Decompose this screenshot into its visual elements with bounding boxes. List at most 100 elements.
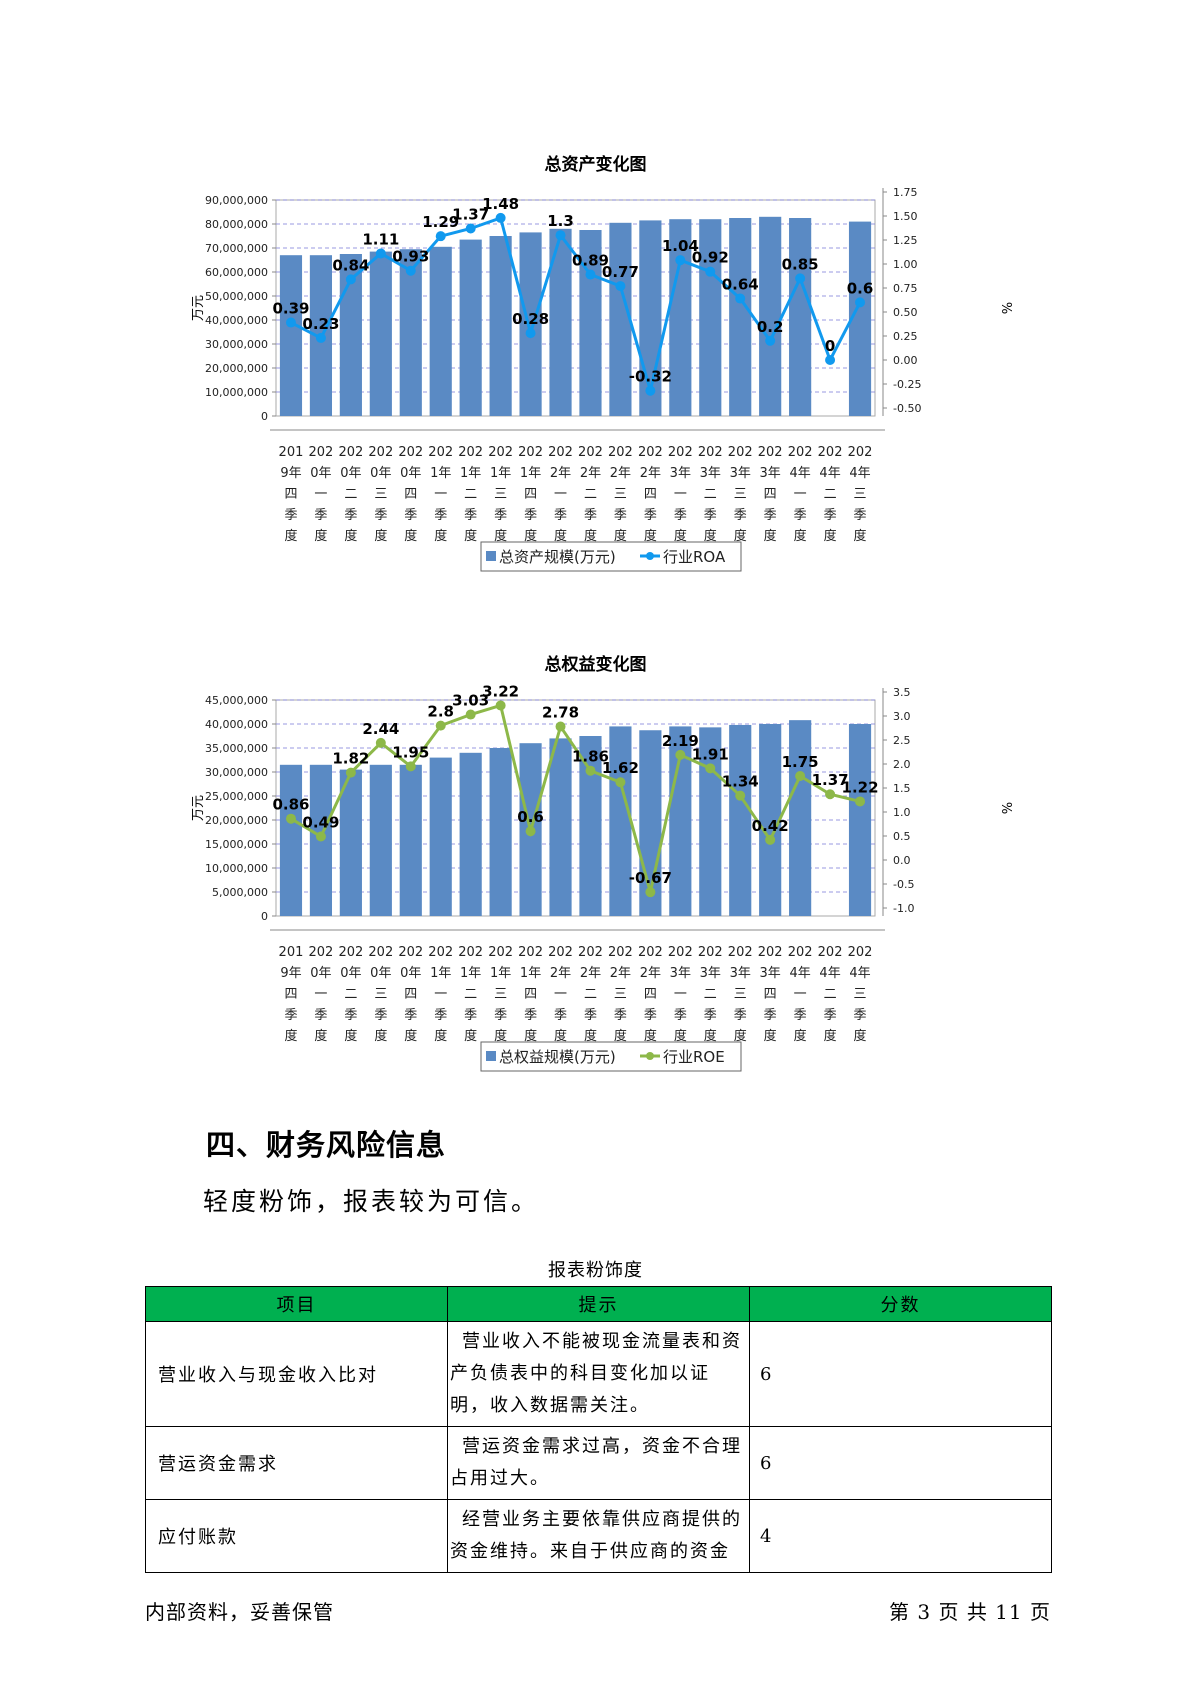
line-point	[525, 328, 536, 339]
table-header-row: 项目 提示 分数	[145, 1286, 1052, 1322]
footer-page-number: 第 3 页 共 11 页	[889, 1600, 1051, 1624]
y-tick-label: 80,000,000	[205, 218, 268, 231]
x-tick-label: 202 3年二季度	[698, 445, 723, 544]
line-point	[855, 297, 866, 308]
x-tick-label: 202 3年一季度	[668, 945, 693, 1044]
y-tick-label: 20,000,000	[205, 362, 268, 375]
y-tick-label: 15,000,000	[205, 838, 268, 851]
row-item: 营业收入与现金收入比对	[145, 1321, 448, 1427]
row-score: 4	[749, 1499, 1052, 1573]
legend: 总资产规模(万元) 行业ROA	[480, 541, 742, 572]
x-tick-label: 202 2年一季度	[548, 445, 573, 544]
data-label: 0.6	[847, 279, 874, 297]
line-point	[435, 720, 446, 731]
data-label: 1.22	[842, 778, 879, 796]
bar	[459, 752, 482, 916]
y-tick-label: 10,000,000	[205, 862, 268, 875]
bar	[339, 254, 362, 416]
bar	[339, 769, 362, 916]
x-tick-label: 201 9年四季度	[279, 445, 304, 544]
x-tick-label: 202 3年四季度	[758, 445, 783, 544]
x-tick-label: 202 3年二季度	[698, 945, 723, 1044]
row-score: 6	[749, 1426, 1052, 1500]
bar	[729, 724, 752, 916]
data-label: 1.29	[422, 213, 459, 231]
y-tick-label: 10,000,000	[205, 386, 268, 399]
line-point	[555, 230, 566, 241]
bar	[489, 236, 512, 416]
data-label: 0.49	[302, 813, 339, 831]
line-point	[345, 767, 356, 778]
y2-tick-label: 0.00	[893, 354, 918, 367]
y2-tick-label: 0.25	[893, 330, 918, 343]
x-tick-label: 202 4年三季度	[848, 445, 873, 544]
data-label: 1.11	[362, 230, 399, 248]
data-label: 1.86	[572, 748, 609, 766]
line-point	[675, 749, 686, 760]
legend: 总权益规模(万元) 行业ROE	[480, 1041, 742, 1072]
data-label: 3.22	[482, 682, 519, 700]
x-tick-label: 202 2年四季度	[638, 945, 663, 1044]
y-tick-label: 0	[261, 410, 268, 423]
line-point	[765, 335, 776, 346]
data-label: 1.3	[547, 212, 574, 230]
x-tick-label: 202 1年二季度	[458, 945, 483, 1044]
y-tick-label: 70,000,000	[205, 242, 268, 255]
data-label: 2.78	[542, 704, 579, 722]
x-tick-label: 202 0年三季度	[368, 445, 393, 544]
y2-tick-label: -1.0	[893, 902, 914, 915]
chart-title-assets: 总资产变化图	[544, 155, 647, 175]
row-score: 6	[749, 1321, 1052, 1427]
line-point	[495, 212, 506, 223]
bar	[369, 251, 392, 416]
x-tick-label: 202 0年三季度	[368, 945, 393, 1044]
line-point	[645, 385, 656, 396]
y-tick-label: 50,000,000	[205, 290, 268, 303]
legend-bar-label: 总资产规模(万元)	[499, 548, 616, 566]
header-tip: 提示	[447, 1286, 750, 1322]
data-label: 0.89	[572, 252, 609, 270]
line-point	[435, 231, 446, 242]
line-point	[585, 765, 596, 776]
y2-tick-label: -0.25	[893, 378, 921, 391]
line-point	[645, 887, 656, 898]
bar	[759, 724, 782, 916]
bar	[609, 222, 632, 416]
x-tick-label: 202 1年三季度	[488, 445, 513, 544]
line-point	[795, 771, 806, 781]
bar	[789, 720, 812, 916]
y-tick-label: 30,000,000	[205, 766, 268, 779]
section-summary: 轻度粉饰，报表较为可信。	[203, 1187, 540, 1216]
x-tick-label: 202 1年一季度	[428, 945, 453, 1044]
data-label: 1.82	[332, 750, 369, 768]
line-point	[315, 332, 326, 343]
bar	[669, 219, 692, 416]
total-assets-chart: 0 10,000,000 20,000,000 30,000,000 40,000,00…	[191, 186, 1013, 572]
y-tick-label: 35,000,000	[205, 742, 268, 755]
y2-tick-label: 1.50	[893, 210, 918, 223]
y-tick-label: 40,000,000	[205, 314, 268, 327]
x-tick-label: 202 2年四季度	[638, 445, 663, 544]
legend-box	[480, 541, 742, 572]
legend-line-label: 行业ROA	[663, 548, 726, 566]
data-label: 0.39	[272, 300, 309, 318]
line-point	[555, 721, 566, 732]
bar	[848, 724, 872, 916]
line-point	[375, 248, 386, 259]
chart-title-equity: 总权益变化图	[544, 655, 647, 675]
line-point	[825, 789, 836, 800]
y-tick-label: 60,000,000	[205, 266, 268, 279]
bar	[429, 757, 452, 916]
x-tick-label: 202 0年四季度	[398, 445, 423, 544]
x-tick-label: 202 4年三季度	[848, 945, 873, 1044]
data-label: 0.92	[692, 249, 729, 267]
header-item: 项目	[145, 1286, 448, 1322]
bar	[399, 764, 422, 916]
data-label: 1.37	[452, 205, 489, 223]
table-row: 应付账款 经营业务主要依靠供应商提供的资金维持。来自于供应商的资金占 4	[145, 1499, 1052, 1573]
y2-tick-label: 0.0	[893, 854, 911, 867]
series-line	[290, 703, 861, 893]
bar	[789, 218, 812, 416]
y2-tick-label: 1.0	[893, 806, 911, 819]
x-tick-label: 202 2年二季度	[578, 445, 603, 544]
